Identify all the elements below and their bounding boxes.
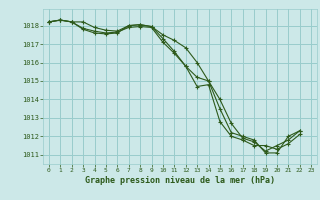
X-axis label: Graphe pression niveau de la mer (hPa): Graphe pression niveau de la mer (hPa) bbox=[85, 176, 275, 185]
